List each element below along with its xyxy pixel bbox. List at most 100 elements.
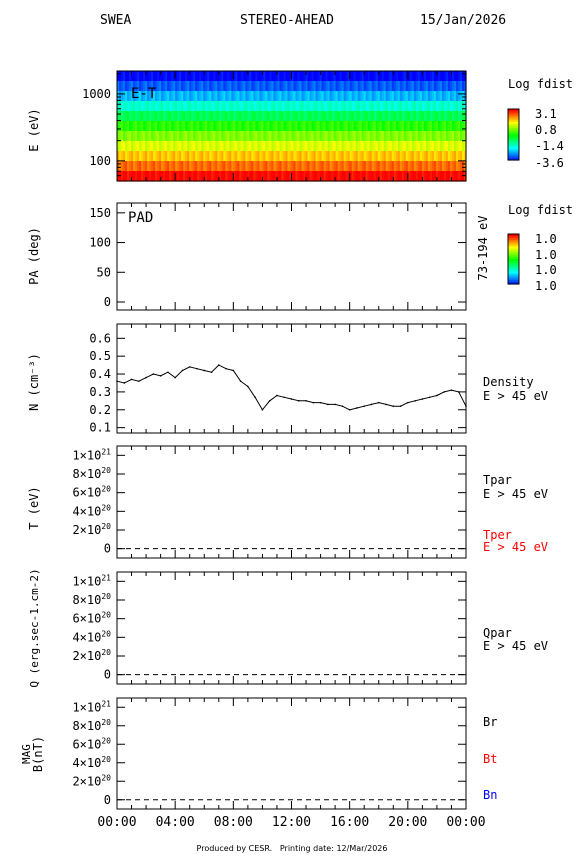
et-spectrogram-cell <box>373 101 377 112</box>
et-spectrogram-cell <box>221 111 224 122</box>
et-spectrogram-cell <box>293 101 297 112</box>
et-spectrogram-cell <box>189 91 192 102</box>
et-spectrogram-cell <box>235 141 238 152</box>
et-spectrogram-cell <box>179 161 182 172</box>
et-spectrogram-cell <box>379 141 383 152</box>
et-spectrogram-cell <box>367 121 371 132</box>
et-spectrogram-cell <box>247 121 250 132</box>
et-spectrogram-cell <box>173 121 176 132</box>
et-spectrogram-cell <box>195 71 198 82</box>
et-spectrogram-cell <box>377 101 381 112</box>
et-spectrogram-cell <box>227 101 230 112</box>
et-spectrogram-cell <box>355 151 359 162</box>
density-data-point <box>130 378 133 381</box>
et-spectrogram-cell <box>319 111 323 122</box>
et-spectrogram-cell <box>183 171 186 182</box>
et-spectrogram-cell <box>157 81 160 92</box>
et-spectrogram-cell <box>293 141 297 152</box>
et-spectrogram-cell <box>189 171 192 182</box>
et-spectrogram-cell <box>137 131 140 142</box>
et-spectrogram-cell <box>171 121 174 132</box>
et-spectrogram-cell <box>393 81 397 92</box>
et-spectrogram-cell <box>271 121 275 132</box>
et-spectrogram-cell <box>371 101 375 112</box>
et-spectrogram-cell <box>181 171 184 182</box>
et-spectrogram-cell <box>223 91 226 102</box>
et-spectrogram-cell <box>303 101 307 112</box>
et-spectrogram-cell <box>341 91 345 102</box>
et-spectrogram-cell <box>461 81 465 92</box>
et-spectrogram-cell <box>385 81 389 92</box>
et-spectrogram-cell <box>361 151 365 162</box>
et-spectrogram-cell <box>195 151 198 162</box>
et-spectrogram-cell <box>171 171 174 182</box>
et-spectrogram-cell <box>351 91 355 102</box>
et-spectrogram-cell <box>119 161 122 172</box>
et-spectrogram-cell <box>207 121 210 132</box>
et-spectrogram-cell <box>127 131 130 142</box>
et-spectrogram-cell <box>159 161 162 172</box>
et-spectrogram-cell <box>419 81 423 92</box>
pad-colorbar-step <box>508 246 519 250</box>
et-spectrogram-cell <box>405 111 409 122</box>
et-spectrogram-cell <box>361 141 365 152</box>
et-spectrogram-cell <box>129 151 132 162</box>
et-spectrogram-cell <box>309 121 313 132</box>
et-spectrogram-cell <box>431 111 435 122</box>
et-spectrogram-cell <box>285 101 289 112</box>
et-spectrogram-cell <box>375 111 379 122</box>
density-data-point <box>159 375 162 377</box>
et-spectrogram-cell <box>329 121 333 132</box>
et-spectrogram-cell <box>223 121 226 132</box>
et-spectrogram-cell <box>443 171 447 182</box>
et-spectrogram-cell <box>233 161 236 172</box>
et-spectrogram-cell <box>133 141 136 152</box>
et-spectrogram-cell <box>421 91 425 102</box>
et-spectrogram-cell <box>243 111 246 122</box>
et-spectrogram-cell <box>329 81 333 92</box>
et-spectrogram-cell <box>317 161 321 172</box>
et-spectrogram-cell <box>267 81 271 92</box>
temp-y-tick-label: 0 <box>104 542 111 556</box>
et-spectrogram-cell <box>141 71 144 82</box>
et-spectrogram-cell <box>275 131 279 142</box>
et-spectrogram-cell <box>149 151 152 162</box>
et-spectrogram-cell <box>269 151 273 162</box>
et-spectrogram-cell <box>427 161 431 172</box>
et-spectrogram-cell <box>197 111 200 122</box>
et-spectrogram-cell <box>347 111 351 122</box>
et-spectrogram-cell <box>133 131 136 142</box>
time-axis-tick-label: 20:00 <box>388 815 427 830</box>
et-spectrogram-cell <box>457 81 461 92</box>
et-spectrogram-cell <box>393 171 397 182</box>
et-spectrogram-cell <box>123 91 126 102</box>
et-spectrogram-cell <box>355 161 359 172</box>
heatflux-y-tick-label: 4×1020 <box>72 629 111 644</box>
et-spectrogram-cell <box>315 81 319 92</box>
spacecraft-title: STEREO-AHEAD <box>240 13 334 28</box>
et-spectrogram-cell <box>139 111 142 122</box>
et-spectrogram-cell <box>389 91 393 102</box>
et-spectrogram-cell <box>193 111 196 122</box>
et-spectrogram-cell <box>299 81 303 92</box>
et-spectrogram-cell <box>131 131 134 142</box>
et-spectrogram-cell <box>227 81 230 92</box>
et-spectrogram-cell <box>147 101 150 112</box>
et-spectrogram-cell <box>449 111 453 122</box>
et-spectrogram-cell <box>409 131 413 142</box>
pad-colorbar-tick-label: 1.0 <box>535 248 557 262</box>
et-spectrogram-cell <box>291 81 295 92</box>
et-spectrogram-cell <box>131 91 134 102</box>
et-spectrogram-cell <box>413 101 417 112</box>
et-spectrogram-cell <box>207 141 210 152</box>
et-spectrogram-cell <box>405 121 409 132</box>
et-spectrogram-cell <box>373 91 377 102</box>
density-data-point <box>276 394 278 397</box>
et-spectrogram-cell <box>185 151 188 162</box>
et-spectrogram-cell <box>343 101 347 112</box>
et-spectrogram-cell <box>241 171 244 182</box>
et-spectrogram-cell <box>197 101 200 112</box>
et-spectrogram-cell <box>175 151 178 162</box>
et-spectrogram-cell <box>383 111 387 122</box>
